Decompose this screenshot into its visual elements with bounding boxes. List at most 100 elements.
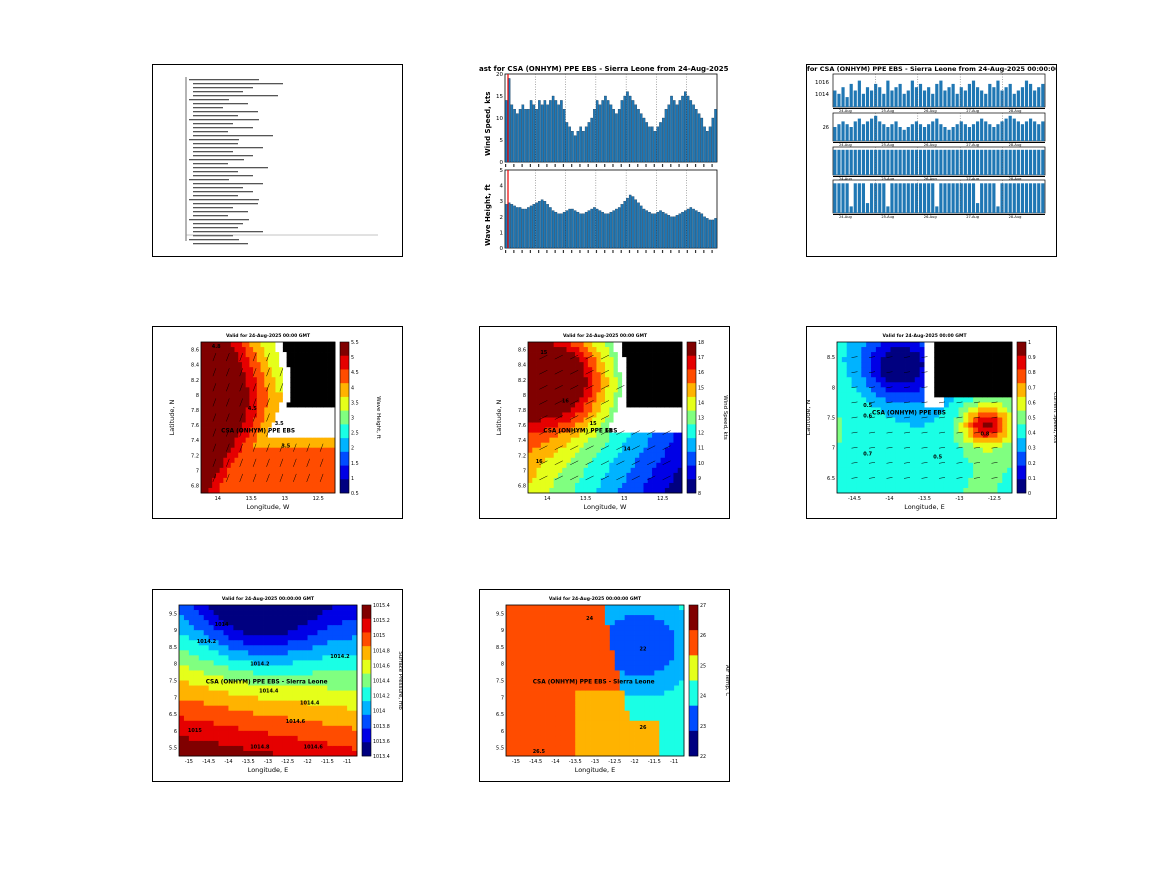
bar <box>861 93 866 107</box>
colorbar-tick-label: 8 <box>698 491 701 497</box>
bar <box>955 93 959 107</box>
bar <box>918 183 923 213</box>
bar <box>1012 118 1016 141</box>
colorbar-tick-label: 1013.6 <box>373 739 390 745</box>
colorbar-tick-label: 10 <box>698 461 704 467</box>
bar <box>711 219 715 249</box>
y-axis-label: Latitude, N <box>168 399 176 435</box>
x-tick-label: -13.5 <box>569 759 582 765</box>
y-tick-label: 7.6 <box>191 423 199 429</box>
contour-label: 3.5 <box>275 421 284 427</box>
date-label: 26-Aug <box>924 109 937 113</box>
map-title: Valid for 24-Aug-2025 00:00:00 GMT <box>222 596 315 602</box>
bar <box>980 118 984 141</box>
bar <box>959 183 963 213</box>
report-line <box>189 239 239 241</box>
bar <box>927 183 931 213</box>
bar <box>543 100 547 163</box>
date-label: 26-Aug <box>924 143 937 147</box>
bar <box>684 210 687 249</box>
bar <box>1004 149 1008 175</box>
bar <box>650 213 654 249</box>
contour-label: 0.5 <box>863 403 872 409</box>
bar <box>551 210 555 249</box>
bar <box>1012 93 1016 107</box>
colorbar-tick-label: 5.5 <box>351 340 359 346</box>
bar <box>882 183 886 213</box>
bar <box>568 208 571 249</box>
report-line <box>193 115 238 117</box>
bar <box>532 104 536 163</box>
bar <box>984 121 988 141</box>
bar <box>518 109 522 163</box>
colorbar-tick-label: 1015 <box>373 633 385 639</box>
bar <box>971 80 976 107</box>
bar <box>943 127 947 141</box>
bar <box>1041 149 1045 175</box>
x-tick-label: -12.5 <box>608 759 621 765</box>
bar <box>988 83 992 107</box>
x-tick-label: -13.5 <box>242 759 255 765</box>
bar <box>571 208 574 249</box>
report-line <box>193 235 233 237</box>
y-tick-label: 8.6 <box>518 348 526 354</box>
bar <box>617 207 621 249</box>
site-label: CSA (ONHYM) PPE EBS - Sierra Leone <box>206 680 328 686</box>
y-tick-label: 8 <box>523 393 526 399</box>
map-title: Valid for 24-Aug-2025 00:00 GMT <box>882 333 967 339</box>
date-label: 24-Aug <box>839 109 852 113</box>
bar <box>562 109 566 163</box>
x-tick-label: -15 <box>512 759 520 765</box>
bar <box>516 113 519 163</box>
bar <box>922 183 927 213</box>
date-label: 24-Aug <box>839 177 852 181</box>
bar <box>554 100 558 163</box>
bar <box>546 104 549 163</box>
y-tick-label: 2 <box>500 215 504 221</box>
date-label: 27-Aug <box>966 177 979 181</box>
map-title: Valid for 24-Aug-2025 00:00 GMT <box>563 333 648 339</box>
bar <box>612 109 615 163</box>
colorbar-tick-label: 1014.6 <box>373 663 390 669</box>
bar <box>645 122 649 163</box>
colorbar-tick-label: 1014.2 <box>373 694 390 700</box>
date-label: 24-Aug <box>839 215 852 219</box>
bar <box>927 87 931 107</box>
bar <box>833 127 837 141</box>
y-tick-label: 7.4 <box>191 438 199 444</box>
bar <box>886 149 890 175</box>
bar <box>565 210 569 249</box>
colorbar-tick-label: 1 <box>1028 340 1031 346</box>
site-label: CSA (ONHYM) PPE EBS <box>221 429 295 435</box>
bar <box>1012 149 1016 175</box>
bar <box>1024 149 1029 175</box>
bar <box>951 83 955 107</box>
y-tick-label: 6.5 <box>827 476 835 482</box>
bar <box>595 100 599 163</box>
bar <box>943 183 947 213</box>
bar <box>1004 118 1008 141</box>
bar <box>980 183 984 213</box>
colorbar-label: Air Temp, C <box>724 665 729 696</box>
bar <box>918 149 923 175</box>
wave-map-panel: Valid for 24-Aug-2025 00:00 GMT 4.8 4.5 3.5… <box>152 326 403 519</box>
report-line <box>193 83 283 85</box>
bar <box>703 216 706 249</box>
y-tick-label: 7.5 <box>169 679 177 685</box>
date-label: 28-Aug <box>1009 177 1022 181</box>
report-line <box>193 95 278 97</box>
colorbar-tick-label: 1015.4 <box>373 603 390 609</box>
bar <box>955 183 959 213</box>
bar <box>951 183 955 213</box>
report-panel <box>152 64 403 257</box>
contour-label: 4.5 <box>248 406 257 412</box>
bar <box>667 215 671 249</box>
date-label: 24-Aug <box>839 143 852 147</box>
bar <box>833 90 837 107</box>
y-tick-label: 8.4 <box>518 363 526 369</box>
bar <box>865 87 870 107</box>
x-tick-label: 13.5 <box>246 496 257 502</box>
bar <box>620 100 624 163</box>
y-tick-label: 9.5 <box>169 611 177 617</box>
bar <box>951 127 955 141</box>
